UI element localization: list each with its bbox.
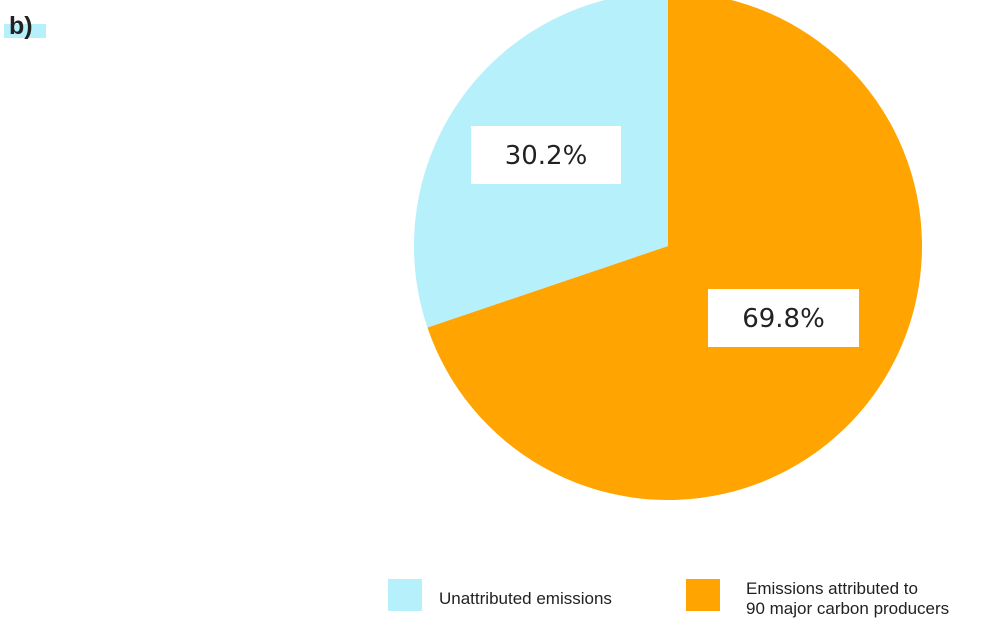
legend-label-attributed: Emissions attributed to 90 major carbon p…: [746, 579, 949, 618]
pie-slice-attributed: [427, 0, 923, 500]
value-label-box-attributed: [708, 289, 859, 347]
pie-value-labels: 69.8% 30.2%: [471, 126, 859, 347]
panel-label-highlight: [4, 24, 46, 38]
value-label-box-unattributed: [471, 126, 621, 184]
panel-label: b): [9, 12, 33, 40]
legend: Unattributed emissions Emissions attribut…: [388, 579, 949, 618]
pie-slices: [414, 0, 923, 500]
value-label-attributed: 69.8%: [742, 304, 825, 334]
legend-label-unattributed: Unattributed emissions: [439, 589, 612, 608]
legend-swatch-unattributed: [388, 579, 422, 611]
legend-swatch-attributed: [686, 579, 720, 611]
value-label-unattributed: 30.2%: [505, 141, 588, 171]
